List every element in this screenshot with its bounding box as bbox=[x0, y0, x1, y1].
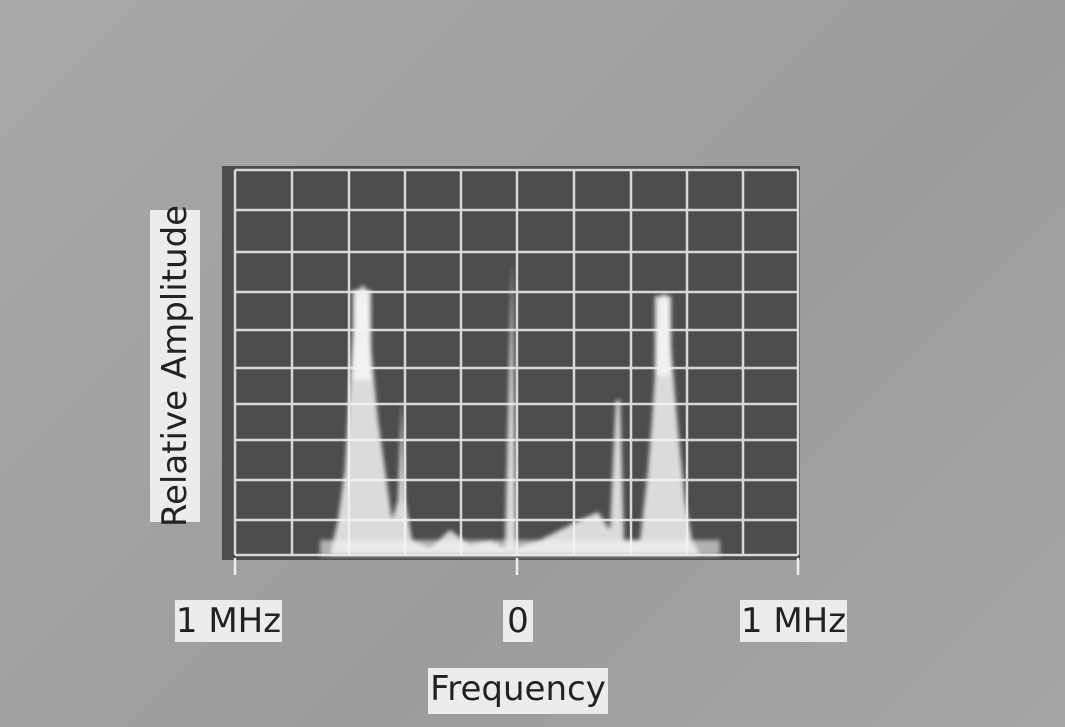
x-tick-label: 0 bbox=[503, 600, 533, 642]
x-tick-label: 1 MHz bbox=[175, 600, 282, 642]
x-tick-label: 1 MHz bbox=[740, 600, 847, 642]
y-axis-label: Relative Amplitude bbox=[155, 204, 195, 528]
spectrum-trace bbox=[320, 260, 720, 556]
x-tick-marks bbox=[233, 558, 800, 575]
y-axis-label-box: Relative Amplitude bbox=[150, 205, 200, 527]
x-axis-label: Frequency bbox=[428, 668, 608, 714]
